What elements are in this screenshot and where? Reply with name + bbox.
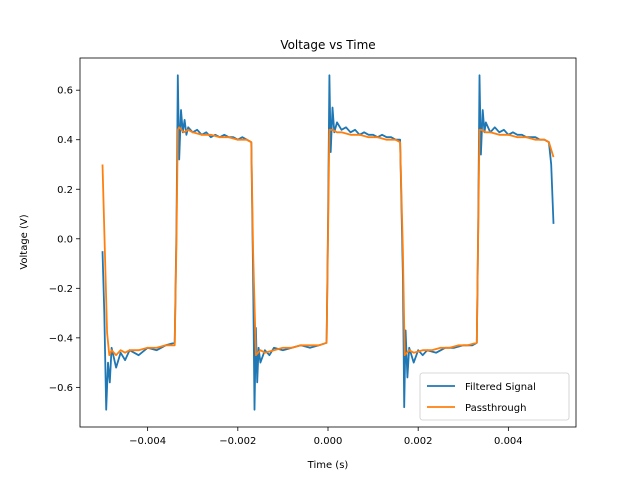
y-tick-label: 0.2 [57,185,73,196]
y-tick-label: 0.4 [57,135,73,146]
legend: Filtered Signal Passthrough [419,372,570,421]
x-tick-label: −0.002 [219,436,256,447]
y-tick-label: 0.6 [57,86,73,97]
y-tick-label: 0.0 [57,234,73,245]
y-axis-label: Voltage (V) [19,214,30,269]
series-line-1 [101,126,555,357]
x-tick-label: 0.000 [314,436,343,447]
legend-label-0: Filtered Signal [465,382,536,393]
x-axis-label: Time (s) [307,460,349,471]
y-tick-label: −0.2 [49,284,73,295]
legend-label-1: Passthrough [465,403,526,414]
y-axis: −0.6 −0.4 −0.2 0.0 0.2 0.4 0.6 [49,86,80,394]
legend-box [419,372,570,421]
y-tick-label: −0.6 [49,383,73,394]
x-tick-label: 0.002 [404,436,433,447]
chart-title: Voltage vs Time [280,38,375,52]
y-tick-label: −0.4 [49,333,73,344]
series-line-0 [101,74,555,411]
x-tick-label: 0.004 [494,436,523,447]
x-axis: −0.004 −0.002 0.000 0.002 0.004 [129,427,523,447]
x-tick-label: −0.004 [129,436,166,447]
